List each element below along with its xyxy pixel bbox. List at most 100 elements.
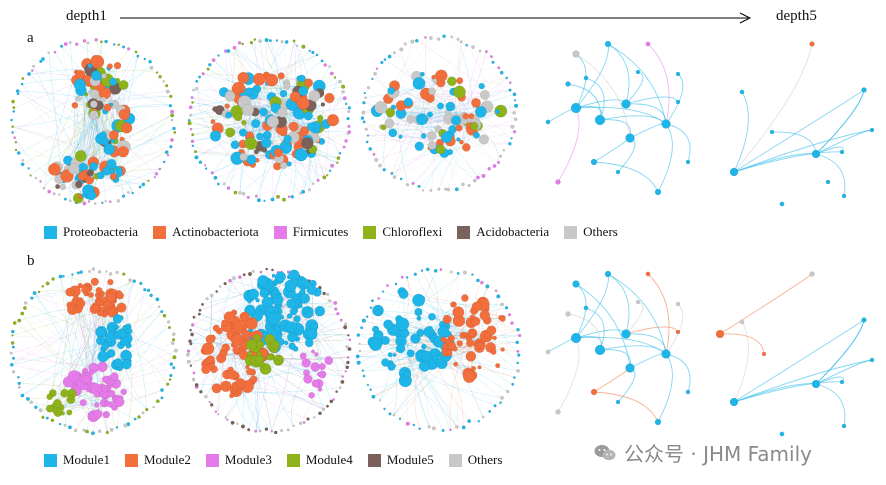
network-node [209, 293, 214, 298]
network-edge [450, 142, 510, 153]
network-node [106, 159, 117, 170]
network-node [127, 191, 130, 194]
network-b-depth1 [9, 267, 178, 436]
network-node [285, 321, 298, 333]
network-node [436, 102, 444, 110]
network-node [223, 281, 227, 286]
network-node [590, 158, 598, 166]
network-node [811, 149, 821, 159]
network-node [512, 376, 516, 380]
network-node [342, 96, 347, 101]
network-node [654, 418, 662, 426]
network-node [170, 109, 175, 114]
network-node [392, 352, 397, 357]
network-node [225, 127, 236, 138]
network-node [17, 318, 22, 323]
network-node [201, 342, 215, 355]
legend-taxa: Proteobacteria Actinobacteriota Firmicut… [44, 224, 633, 240]
network-edge [364, 121, 401, 137]
network-edge [815, 89, 865, 155]
network-node [510, 124, 515, 129]
network-node [390, 171, 394, 175]
network-node [471, 273, 474, 276]
network-node [388, 128, 398, 138]
network-node [476, 278, 480, 283]
network-node [415, 38, 419, 43]
network-edge [13, 358, 120, 368]
network-node [47, 51, 51, 55]
network-node [286, 298, 297, 309]
network-node [301, 44, 306, 49]
network-node [242, 324, 248, 330]
network-node [58, 274, 63, 279]
network-edge [593, 391, 659, 423]
network-node [465, 338, 475, 348]
network-node [328, 65, 331, 68]
network-node [469, 122, 479, 131]
network-edge [390, 324, 443, 355]
network-node [440, 131, 453, 144]
network-edge [665, 73, 684, 125]
network-node [505, 389, 510, 394]
network-node [372, 325, 380, 333]
network-node [484, 50, 488, 54]
network-node [11, 131, 14, 134]
network-node [341, 375, 345, 379]
network-node [141, 411, 145, 415]
network-node [675, 301, 681, 307]
network-edge [400, 348, 430, 427]
legend-item-module1: Module1 [44, 452, 110, 468]
network-node [68, 163, 80, 175]
network-edge [406, 273, 459, 375]
network-node [263, 199, 266, 202]
network-node [126, 47, 131, 51]
legend-swatch [44, 225, 57, 239]
network-node [82, 39, 87, 43]
network-edge [625, 326, 679, 335]
network-edge [300, 389, 321, 424]
legend-swatch [44, 453, 57, 467]
network-node [251, 269, 255, 273]
network-node [173, 130, 177, 134]
legend-item-acidobacteria: Acidobacteria [457, 224, 549, 240]
network-node [344, 139, 348, 143]
network-node [485, 284, 490, 289]
network-node [11, 125, 14, 129]
network-node [410, 333, 421, 344]
network-node [505, 76, 509, 80]
network-edge [117, 125, 124, 197]
network-node [242, 273, 246, 277]
legend-modules: Module1 Module2 Module3 Module4 Module5 … [44, 452, 517, 468]
network-edge [309, 334, 349, 344]
network-node [166, 153, 170, 157]
network-node [58, 422, 62, 426]
network-node [314, 352, 319, 357]
network-node [635, 299, 641, 305]
network-node [481, 173, 486, 178]
network-node [462, 332, 469, 338]
network-node [37, 290, 41, 294]
network-node [192, 315, 196, 319]
network-node [513, 117, 518, 121]
network-node [329, 71, 334, 76]
network-edge [34, 292, 70, 306]
network-node [311, 379, 320, 388]
network-node [121, 45, 126, 49]
network-node [338, 386, 342, 390]
network-node [9, 351, 13, 355]
network-node [45, 416, 49, 420]
network-node [22, 306, 27, 310]
network-node [68, 395, 74, 401]
network-edge [324, 97, 330, 178]
network-edge [418, 311, 484, 418]
network-node [322, 175, 327, 180]
network-node [493, 404, 497, 408]
network-node [27, 72, 31, 76]
network-node [103, 143, 115, 155]
network-node [371, 299, 375, 303]
network-a-depth4 [545, 40, 691, 196]
network-node [79, 399, 87, 407]
network-edge [255, 339, 350, 347]
network-node [373, 71, 377, 76]
network-node [209, 403, 214, 407]
